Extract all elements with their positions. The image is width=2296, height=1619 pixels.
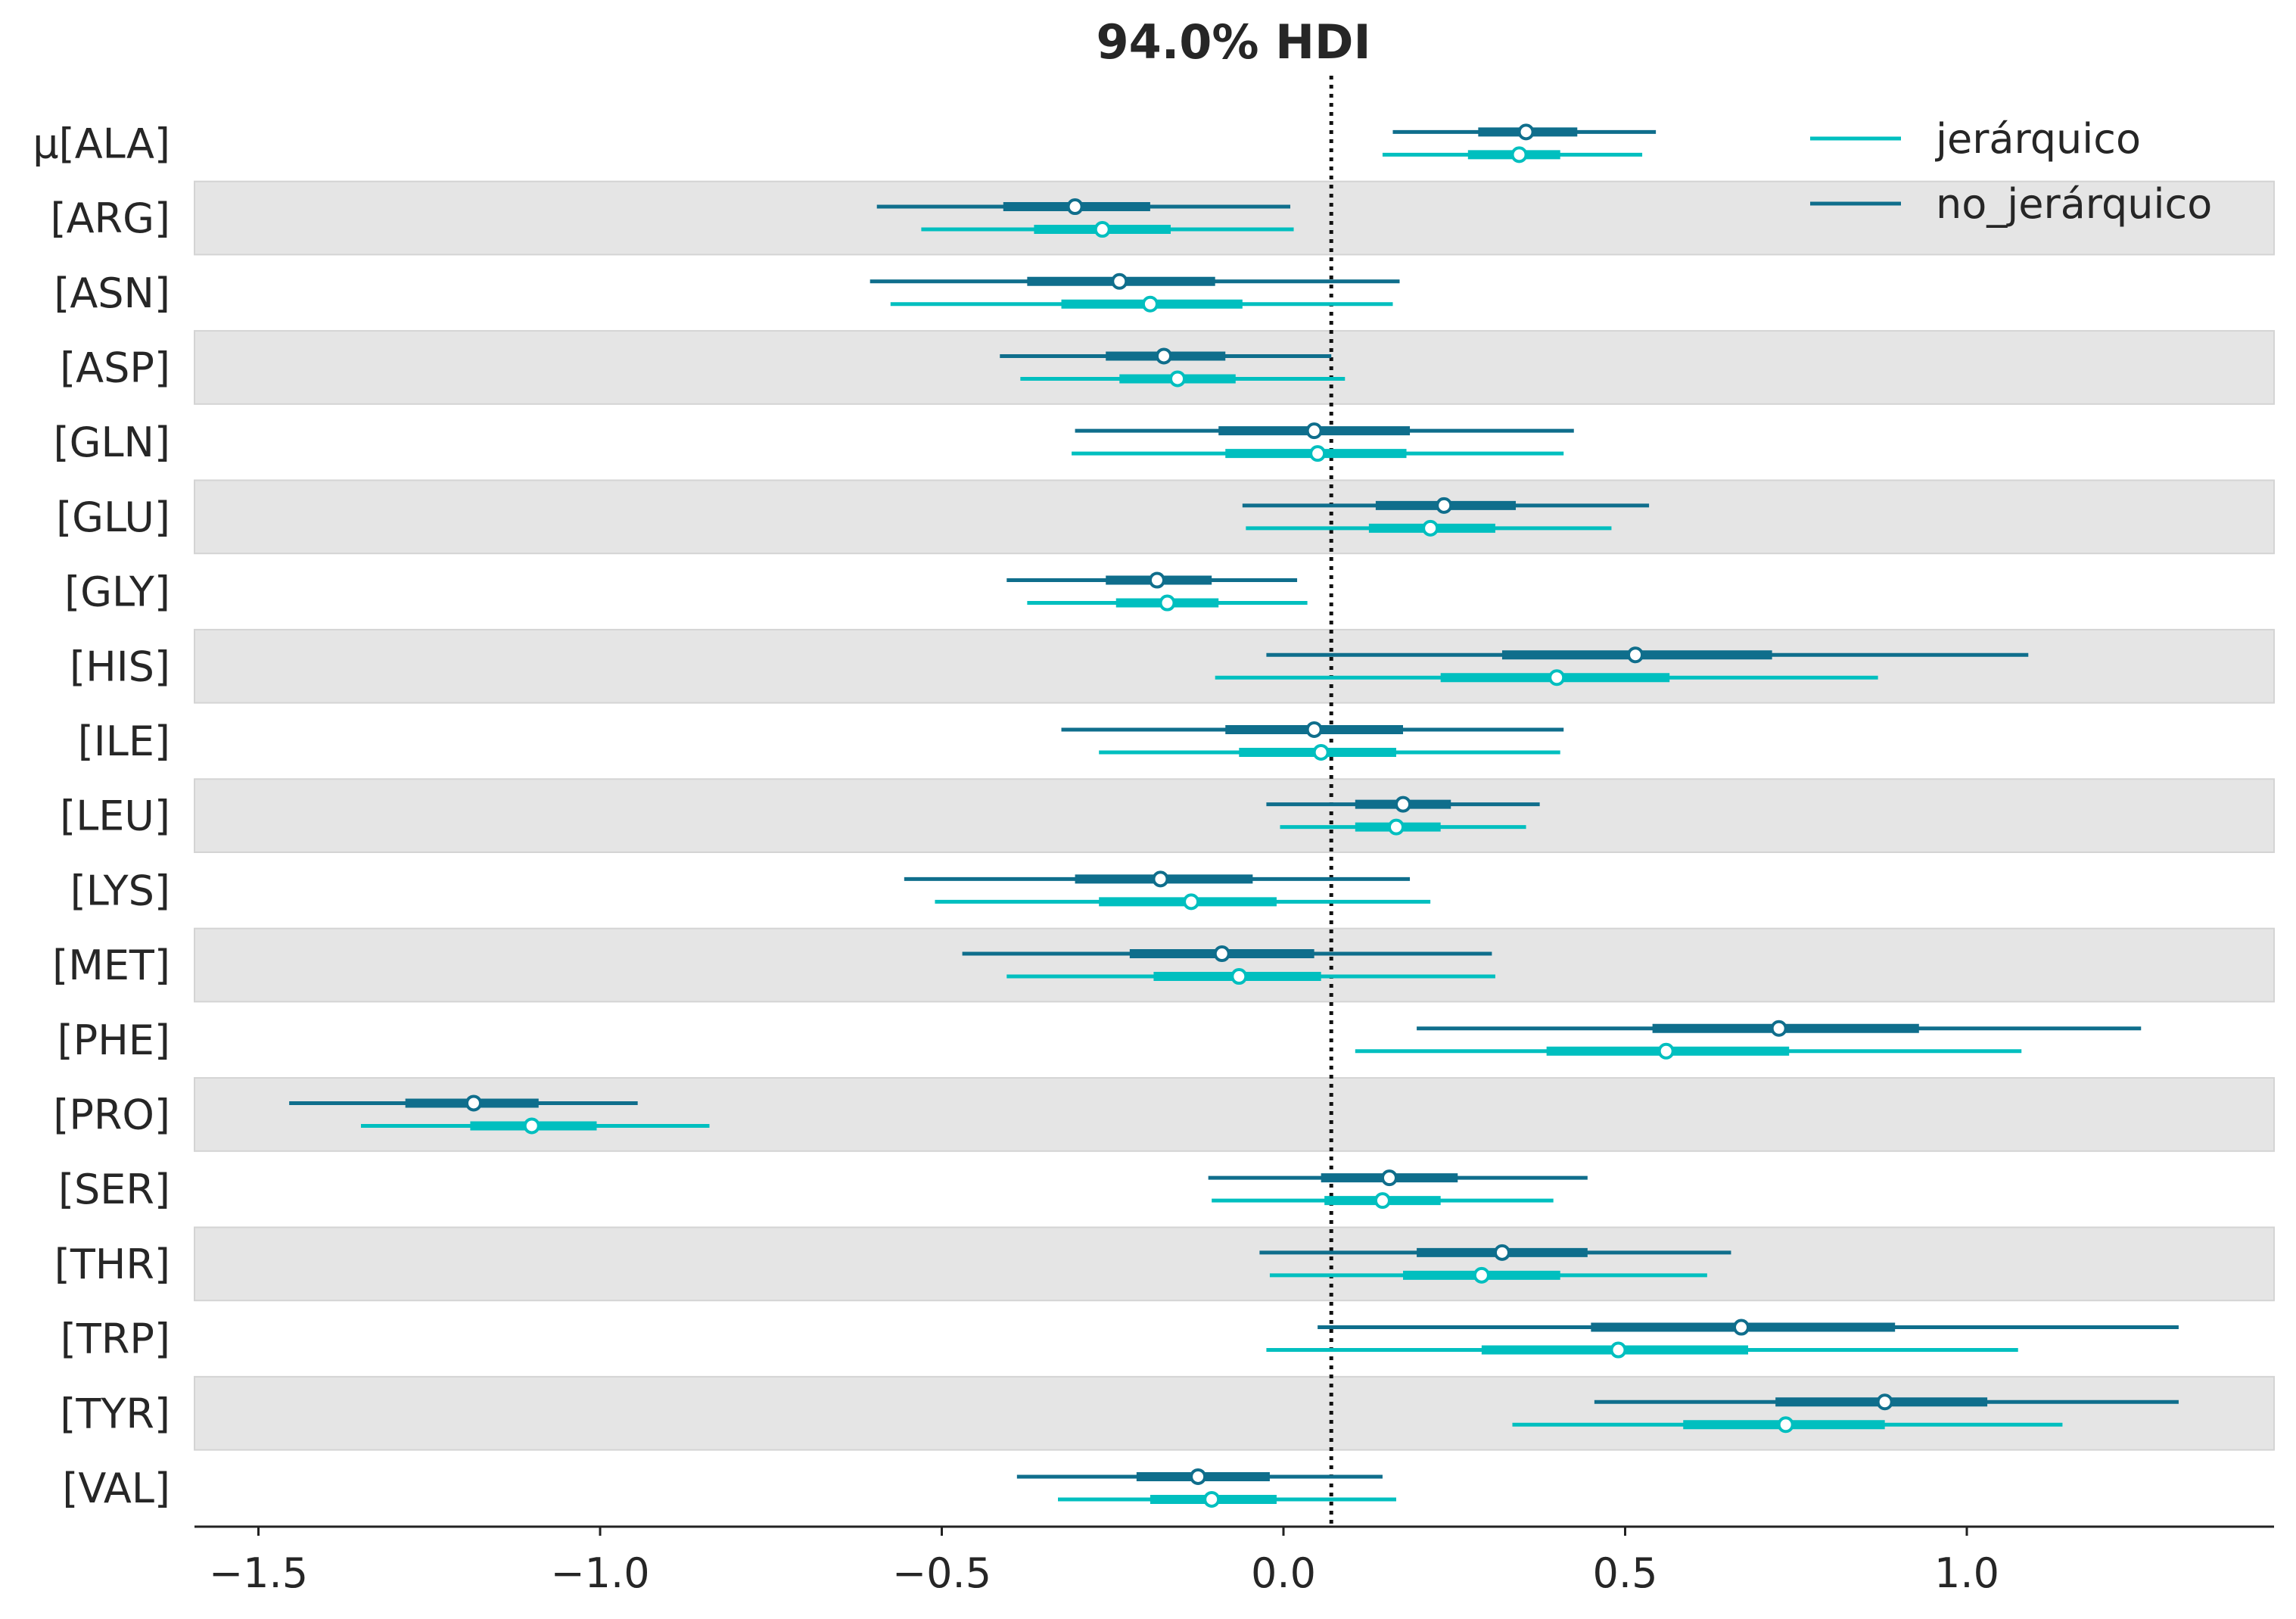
- median-point: [1493, 1244, 1510, 1261]
- median-point: [1657, 1042, 1675, 1060]
- y-tick-label: [GLU]: [56, 493, 170, 541]
- y-tick-label: [LEU]: [60, 792, 170, 840]
- legend-label: jerárquico: [1935, 115, 2141, 163]
- median-point: [1770, 1020, 1787, 1037]
- median-point: [1152, 870, 1169, 888]
- y-tick-label: [PRO]: [53, 1091, 170, 1138]
- row-band: [194, 1375, 2275, 1451]
- median-point: [465, 1094, 482, 1112]
- median-point: [1610, 1341, 1627, 1359]
- row-band: [194, 628, 2275, 704]
- x-tick-label: 0.5: [1593, 1549, 1658, 1597]
- y-tick-label: [TRP]: [61, 1315, 170, 1363]
- chart-title: 94.0% HDI: [1096, 14, 1370, 70]
- y-tick-label: [THR]: [54, 1241, 170, 1288]
- median-point: [1777, 1416, 1794, 1434]
- median-point: [1548, 669, 1566, 687]
- row-band: [194, 330, 2275, 405]
- median-point: [1627, 646, 1644, 664]
- legend-label: no_jerárquico: [1936, 180, 2212, 228]
- median-point: [1094, 221, 1111, 238]
- median-point: [1510, 146, 1528, 163]
- y-tick-label: [ASN]: [54, 269, 170, 317]
- median-point: [1312, 743, 1330, 761]
- median-point: [1159, 594, 1176, 612]
- median-point: [1374, 1192, 1391, 1210]
- y-tick-label: [PHE]: [58, 1017, 170, 1064]
- y-tick-label: [GLN]: [54, 419, 170, 466]
- median-point: [1395, 795, 1412, 813]
- row-band: [194, 1226, 2275, 1302]
- y-tick-label: [TYR]: [60, 1390, 170, 1437]
- row-band: [194, 1077, 2275, 1152]
- median-point: [1305, 422, 1323, 440]
- x-axis: −1.5 −1.0 −0.5 0.0 0.5 1.0: [194, 1525, 2274, 1597]
- y-tick-label: [VAL]: [62, 1465, 170, 1512]
- y-tick-label: [ASP]: [60, 344, 170, 391]
- y-tick-label: [SER]: [58, 1166, 170, 1213]
- row-bands: [194, 180, 2275, 1451]
- median-point: [1436, 497, 1453, 514]
- median-point: [1473, 1266, 1490, 1284]
- median-point: [1305, 721, 1323, 738]
- y-tick-label: [MET]: [52, 942, 170, 989]
- x-tick-label: −0.5: [892, 1549, 991, 1597]
- y-tick-label: [LYS]: [70, 867, 170, 914]
- row-band: [194, 180, 2275, 256]
- legend: jerárquico no_jerárquico: [1810, 115, 2212, 228]
- median-point: [1230, 968, 1248, 985]
- y-tick-label: [GLY]: [64, 568, 170, 616]
- median-point: [1309, 445, 1327, 462]
- median-point: [1148, 571, 1165, 589]
- row-band: [194, 927, 2275, 1003]
- x-tick-label: 1.0: [1934, 1549, 1999, 1597]
- x-tick-label: −1.0: [550, 1549, 649, 1597]
- x-tick-label: 0.0: [1251, 1549, 1316, 1597]
- median-point: [1422, 519, 1439, 537]
- interval-marks: [289, 123, 2179, 1508]
- median-point: [1141, 295, 1159, 313]
- row-band: [194, 479, 2275, 555]
- y-axis-labels: μ[ALA] [ARG] [ASN] [ASP] [GLN] [GLU] [GLY] [HIS…: [33, 120, 170, 1512]
- median-point: [1190, 1468, 1207, 1485]
- y-tick-label: μ[ALA]: [33, 120, 170, 167]
- y-tick-label: [ILE]: [78, 718, 170, 765]
- y-tick-label: [HIS]: [70, 643, 170, 690]
- median-point: [1111, 272, 1128, 290]
- median-point: [523, 1117, 540, 1135]
- median-point: [1066, 198, 1084, 216]
- x-tick-label: −1.5: [209, 1549, 308, 1597]
- median-point: [1380, 1169, 1398, 1187]
- median-point: [1203, 1490, 1221, 1508]
- median-point: [1213, 945, 1230, 963]
- median-point: [1155, 347, 1172, 365]
- median-point: [1183, 893, 1200, 911]
- median-point: [1733, 1319, 1750, 1336]
- median-point: [1517, 123, 1535, 141]
- row-band: [194, 778, 2275, 854]
- median-point: [1387, 818, 1405, 836]
- median-point: [1169, 370, 1187, 388]
- y-tick-label: [ARG]: [51, 195, 170, 242]
- median-point: [1876, 1393, 1893, 1411]
